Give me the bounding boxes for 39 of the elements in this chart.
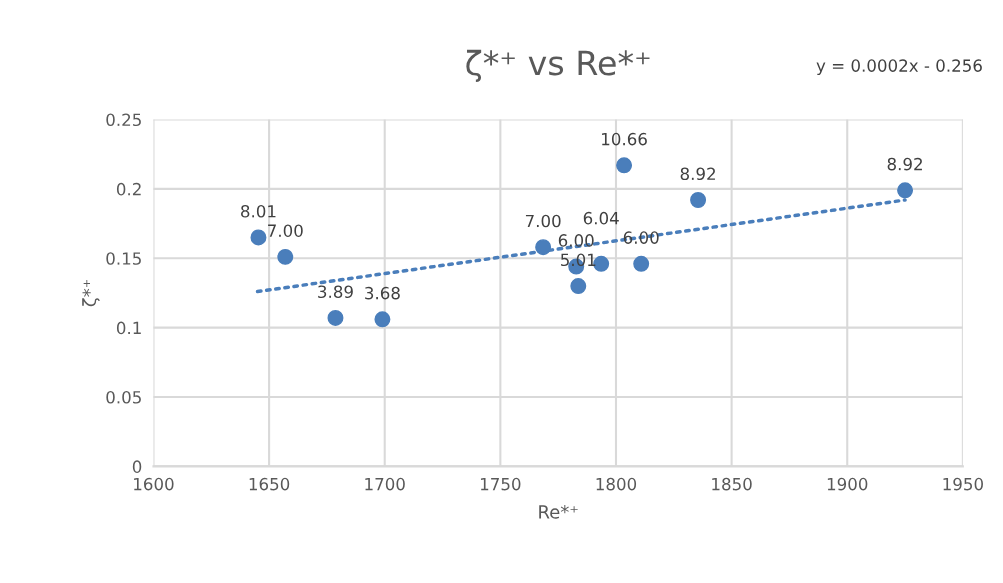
point bbox=[616, 157, 633, 174]
x-tick-label: 1850 bbox=[712, 477, 752, 491]
x-tick-label: 1700 bbox=[365, 477, 405, 491]
annotation: 6.04 bbox=[583, 211, 619, 225]
y-tick-label: 0.15 bbox=[106, 252, 141, 265]
annotation: 8.92 bbox=[887, 157, 922, 171]
y-tick-label: 0.05 bbox=[106, 390, 141, 404]
y-tick-label: 0.2 bbox=[116, 182, 141, 196]
annotation: 6.00 bbox=[558, 234, 594, 247]
y-axis-title: ζ*⁺ bbox=[82, 279, 100, 307]
point bbox=[633, 255, 650, 272]
point bbox=[277, 248, 294, 265]
annotation: 10.66 bbox=[602, 132, 647, 146]
x-tick-label: 1900 bbox=[827, 477, 868, 491]
point bbox=[374, 311, 391, 328]
point bbox=[250, 229, 267, 246]
point bbox=[327, 309, 344, 326]
point bbox=[535, 239, 552, 256]
y-tick-label: 0.25 bbox=[106, 113, 141, 127]
annotation: 8.01 bbox=[241, 204, 276, 218]
chart-title: ζ*⁺ vs Re*⁺ bbox=[466, 49, 650, 83]
x-axis-title: Re*⁺ bbox=[539, 505, 578, 519]
x-tick-label: 1950 bbox=[943, 477, 983, 491]
point bbox=[570, 278, 587, 294]
annotation: 3.89 bbox=[318, 285, 353, 299]
x-tick-label: 1650 bbox=[249, 477, 290, 491]
y-tick-label: 0.1 bbox=[116, 321, 141, 335]
text: y = 0.0002x - 0.256 bbox=[816, 59, 982, 76]
annotation: 8.92 bbox=[680, 167, 715, 181]
x-tick-label: 1750 bbox=[480, 477, 521, 491]
point bbox=[897, 182, 914, 199]
point bbox=[690, 192, 707, 208]
y-tick-label: 0 bbox=[132, 460, 142, 473]
x-tick-label: 1600 bbox=[134, 477, 174, 491]
annotation: 7.00 bbox=[268, 224, 303, 237]
annotation: 7.00 bbox=[525, 214, 561, 228]
annotation: 5.01 bbox=[561, 253, 596, 267]
x-tick-label: 1800 bbox=[596, 477, 637, 491]
annotation: 3.68 bbox=[365, 286, 400, 300]
